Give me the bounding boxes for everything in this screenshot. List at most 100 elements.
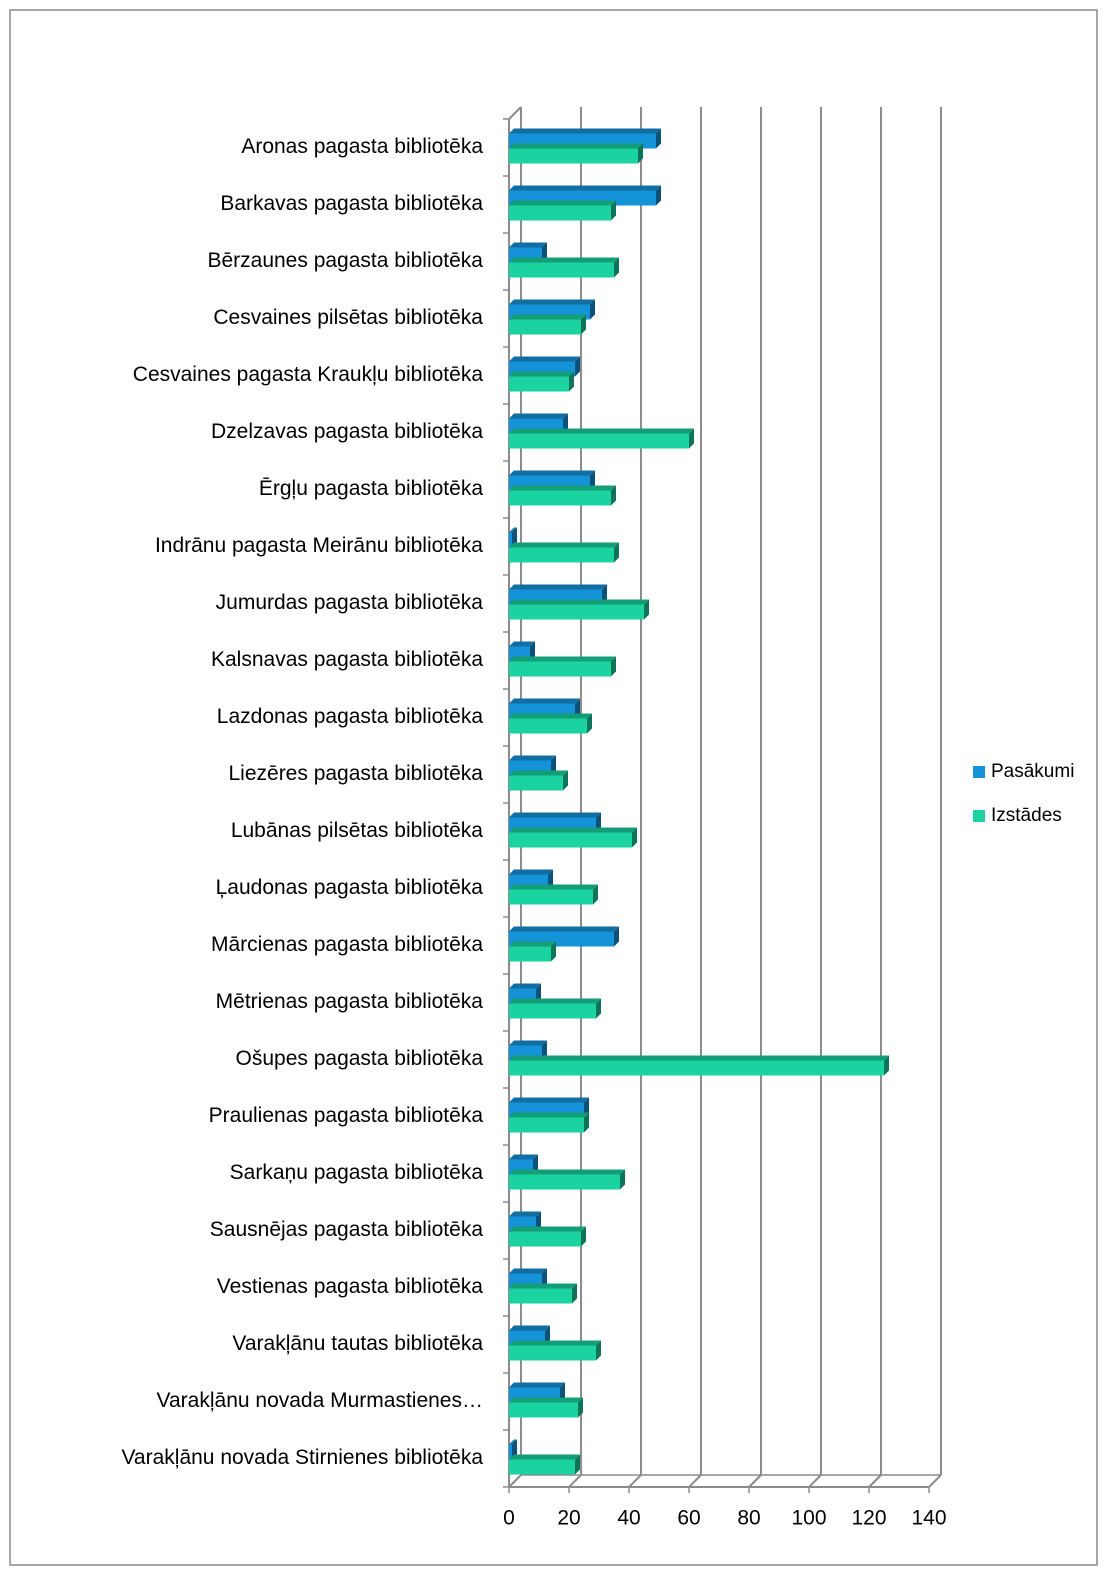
legend: Pasākumi Izstādes: [973, 761, 1074, 826]
bar-top: [509, 827, 637, 833]
bar-top: [509, 755, 556, 761]
bar-front: [509, 1402, 578, 1418]
bar: [509, 713, 592, 734]
bar: [509, 257, 619, 278]
bar: [509, 485, 616, 506]
bar-side: [584, 1112, 589, 1133]
floor-line: [748, 1474, 762, 1488]
bar-front: [509, 205, 611, 221]
bar-front: [509, 1117, 584, 1133]
bar-side: [590, 299, 595, 320]
bar: [509, 1112, 589, 1133]
bar-front: [509, 490, 611, 506]
y-tick-label: Bērzaunes pagasta bibliotēka: [207, 249, 483, 272]
bar: [509, 599, 649, 620]
bar-top: [509, 185, 661, 191]
bar: [509, 998, 601, 1019]
bar-top: [509, 869, 553, 875]
bar-top: [509, 314, 586, 320]
bar-top: [509, 770, 568, 776]
bar-side: [572, 1283, 577, 1304]
bar-side: [587, 713, 592, 734]
bar-front: [509, 547, 614, 563]
bar-front: [509, 1231, 581, 1247]
bar: [509, 1283, 577, 1304]
bar-top: [509, 257, 619, 263]
y-tick-label: Jumurdas pagasta bibliotēka: [216, 591, 484, 614]
y-tick-label: Praulienas pagasta bibliotēka: [209, 1104, 484, 1127]
bar-front: [509, 775, 563, 791]
bar: [509, 1226, 586, 1247]
bar-side: [596, 1340, 601, 1361]
bar-top: [509, 1283, 577, 1289]
bar-top: [509, 884, 598, 890]
bar-top: [509, 998, 601, 1004]
bar-front: [509, 319, 581, 335]
bar-top: [509, 926, 619, 932]
bar-top: [509, 1397, 583, 1403]
floor-line: [628, 1474, 642, 1488]
floor-line: [508, 1474, 522, 1488]
bar-front: [509, 1174, 620, 1190]
x-tick-label: 40: [617, 1507, 640, 1530]
y-tick-label: Ošupes pagasta bibliotēka: [236, 1047, 484, 1070]
bar-side: [620, 1169, 625, 1190]
y-tick-label: Varakļānu novada Murmastienes…: [157, 1389, 483, 1412]
bar-top: [509, 641, 535, 647]
bar-side: [611, 200, 616, 221]
bar-front: [509, 1003, 596, 1019]
legend-label: Pasākumi: [991, 761, 1074, 782]
bar-top: [509, 1325, 550, 1331]
bar-side: [614, 926, 619, 947]
bar-side: [563, 770, 568, 791]
y-tick-label: Liezēres pagasta bibliotēka: [228, 762, 483, 785]
bar-top: [509, 128, 661, 134]
bar-top: [509, 143, 643, 149]
x-tick-label: 100: [791, 1507, 826, 1530]
bar-front: [509, 262, 614, 278]
bar-side: [569, 371, 574, 392]
y-tick-label: Kalsnavas pagasta bibliotēka: [211, 648, 483, 671]
bar-front: [509, 832, 632, 848]
y-tick-label: Barkavas pagasta bibliotēka: [220, 192, 483, 215]
bar-top: [509, 1439, 517, 1445]
bar-front: [509, 1060, 884, 1076]
bar: [509, 428, 694, 449]
bar-top: [509, 485, 616, 491]
bar: [509, 1055, 889, 1076]
bar-top: [509, 356, 580, 362]
bar-top: [509, 599, 649, 605]
bar-top: [509, 1268, 547, 1274]
bar-side: [656, 185, 661, 206]
bar-top: [509, 983, 541, 989]
x-tick-label: 120: [851, 1507, 886, 1530]
bar-top: [509, 1340, 601, 1346]
bar-side: [614, 257, 619, 278]
bar-side: [581, 314, 586, 335]
bar-top: [509, 200, 616, 206]
bar: [509, 143, 643, 164]
bar-front: [509, 661, 611, 677]
bar: [509, 200, 616, 221]
bar-front: [509, 889, 593, 905]
y-tick-label: Varakļānu tautas bibliotēka: [232, 1332, 483, 1355]
bar-side: [575, 356, 580, 377]
bar-front: [509, 433, 689, 449]
bar-top: [509, 371, 574, 377]
bar-side: [551, 941, 556, 962]
bar-front: [509, 604, 644, 620]
bar-top: [509, 812, 601, 818]
bar: [509, 884, 598, 905]
bar-side: [689, 428, 694, 449]
bar-top: [509, 698, 580, 704]
y-tick-label: Sausnējas pagasta bibliotēka: [210, 1218, 484, 1241]
bar: [509, 827, 637, 848]
bar-side: [593, 884, 598, 905]
y-tick-label: Aronas pagasta bibliotēka: [241, 135, 483, 158]
bar-top: [509, 1055, 889, 1061]
bar-top: [509, 1112, 589, 1118]
bar-front: [509, 1444, 512, 1460]
y-tick-label: Cesvaines pilsētas bibliotēka: [213, 306, 483, 329]
legend-swatch: [973, 810, 985, 822]
